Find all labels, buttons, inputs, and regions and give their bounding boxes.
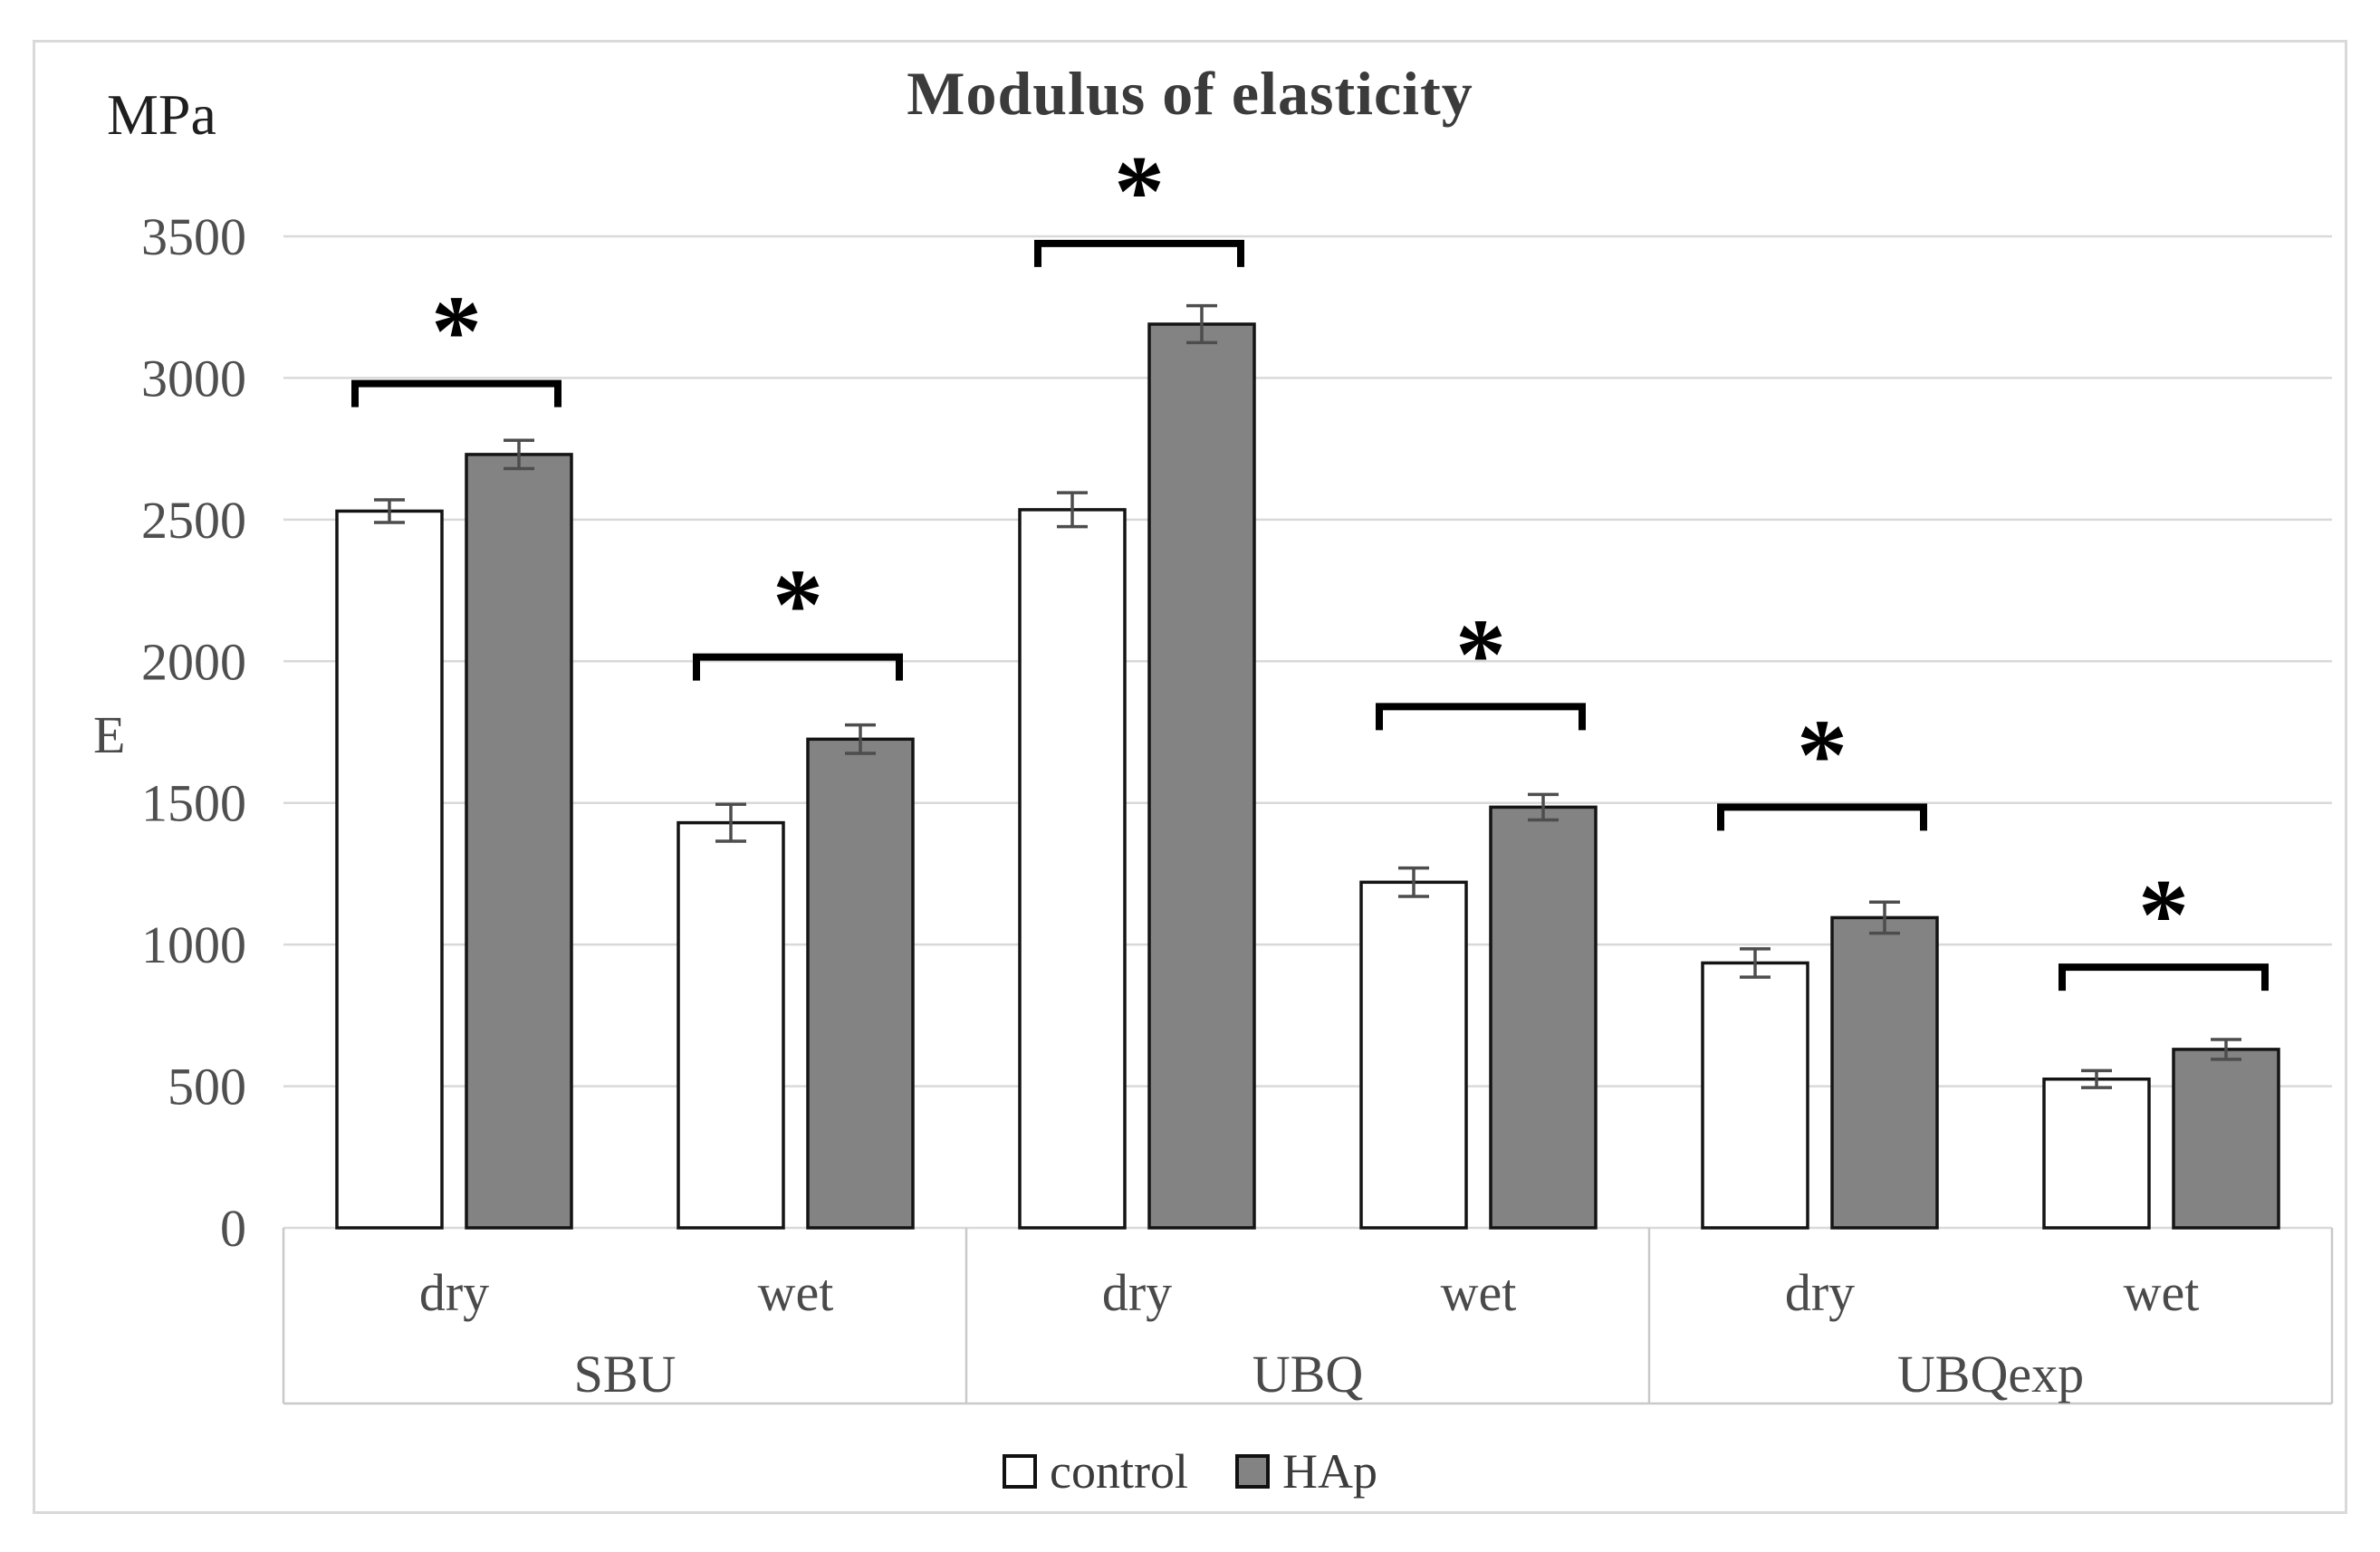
significance-bracket <box>693 653 903 681</box>
bar-control-UBQ-dry <box>1018 508 1127 1230</box>
group-label: SBU <box>574 1345 677 1404</box>
significance-marker: * <box>1114 136 1165 248</box>
control-swatch-icon <box>1003 1454 1038 1489</box>
legend-label-hap: HAp <box>1281 1444 1377 1499</box>
bar-HAp-UBQ-wet <box>1489 805 1598 1230</box>
group-label: UBQexp <box>1897 1345 2084 1404</box>
legend-label-control: control <box>1050 1444 1188 1499</box>
y-tick-label: 3500 <box>141 207 246 266</box>
y-tick-label: 1000 <box>141 915 246 974</box>
legend-item-control: control <box>1003 1443 1188 1499</box>
significance-marker: * <box>773 550 823 662</box>
significance-bracket <box>1034 239 1244 267</box>
y-tick-label: 2500 <box>141 491 246 550</box>
bar-HAp-UBQ-dry <box>1147 322 1256 1230</box>
chart-title: Modulus of elasticity <box>907 59 1473 128</box>
condition-label: wet <box>758 1263 834 1322</box>
condition-label: wet <box>1441 1263 1517 1322</box>
legend-item-hap: HAp <box>1234 1443 1377 1499</box>
y-axis-label: E <box>93 705 126 764</box>
significance-marker: * <box>1455 599 1506 711</box>
bar-HAp-SBU-wet <box>806 737 915 1230</box>
bar-control-UBQexp-wet <box>2042 1078 2151 1230</box>
condition-label: dry <box>1785 1263 1855 1322</box>
y-tick-label: 1500 <box>141 774 246 833</box>
group-label: UBQ <box>1252 1345 1363 1404</box>
y-tick-label: 500 <box>168 1058 246 1116</box>
significance-marker: * <box>2138 859 2189 972</box>
condition-label: dry <box>1102 1263 1172 1322</box>
bar-control-SBU-wet <box>677 820 785 1230</box>
bar-HAp-UBQexp-dry <box>1830 915 1939 1230</box>
bar-HAp-SBU-dry <box>465 453 573 1230</box>
condition-label: wet <box>2124 1263 2200 1322</box>
bar-HAp-UBQexp-wet <box>2172 1048 2280 1230</box>
y-tick-label: 3000 <box>141 349 246 407</box>
bar-control-UBQ-wet <box>1359 880 1468 1230</box>
bar-control-SBU-dry <box>335 509 444 1230</box>
significance-marker: * <box>1797 699 1847 811</box>
condition-label: dry <box>419 1263 489 1322</box>
significance-bracket <box>1376 703 1586 731</box>
y-axis-unit-label: MPa <box>107 82 216 147</box>
y-tick-label: 0 <box>220 1199 246 1258</box>
significance-bracket <box>1717 803 1927 831</box>
significance-bracket <box>2059 963 2269 992</box>
figure-border <box>33 40 2347 1514</box>
significance-bracket <box>351 379 561 407</box>
bar-control-UBQexp-dry <box>1701 961 1809 1230</box>
y-tick-label: 2000 <box>141 632 246 691</box>
significance-marker: * <box>431 276 482 388</box>
legend: control HAp <box>0 1443 2380 1499</box>
hap-swatch-icon <box>1234 1454 1270 1489</box>
